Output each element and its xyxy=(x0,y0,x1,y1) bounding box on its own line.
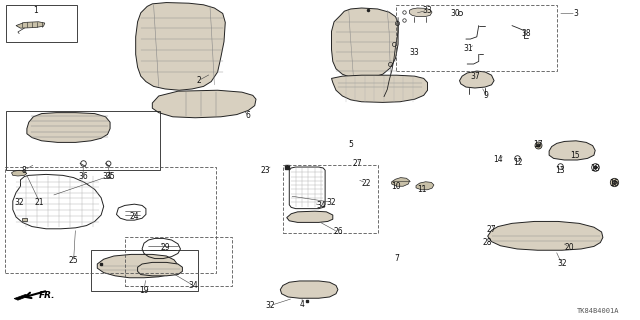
Text: 34: 34 xyxy=(188,281,198,290)
Text: 26: 26 xyxy=(333,228,343,236)
Polygon shape xyxy=(136,3,225,90)
Text: 33: 33 xyxy=(422,6,433,15)
Text: 2: 2 xyxy=(196,76,201,85)
Polygon shape xyxy=(97,254,178,278)
Text: 16: 16 xyxy=(609,179,620,188)
Polygon shape xyxy=(416,182,434,190)
Text: 32: 32 xyxy=(265,301,275,310)
Text: 13: 13 xyxy=(555,166,565,175)
Text: 28: 28 xyxy=(483,238,492,247)
Text: 20: 20 xyxy=(564,243,575,252)
Text: 18: 18 xyxy=(591,164,600,172)
Polygon shape xyxy=(287,211,333,222)
Text: 29: 29 xyxy=(160,243,170,252)
Text: 27: 27 xyxy=(352,159,362,168)
Bar xyxy=(6,5,77,42)
Text: 5: 5 xyxy=(348,140,353,149)
Text: 14: 14 xyxy=(493,155,503,164)
Bar xyxy=(125,237,232,286)
Polygon shape xyxy=(392,178,410,186)
Text: 37: 37 xyxy=(470,72,480,81)
Bar xyxy=(6,111,160,170)
Polygon shape xyxy=(460,71,494,88)
Text: 6: 6 xyxy=(246,111,251,120)
Text: 12: 12 xyxy=(514,158,523,167)
Text: 32: 32 xyxy=(14,198,24,207)
Text: 38: 38 xyxy=(521,29,531,38)
Text: 4: 4 xyxy=(300,300,305,309)
Polygon shape xyxy=(280,281,338,298)
Text: 19: 19 xyxy=(139,286,149,295)
Polygon shape xyxy=(14,294,29,300)
Text: TK84B4001A: TK84B4001A xyxy=(577,308,620,314)
Polygon shape xyxy=(152,90,256,118)
Polygon shape xyxy=(332,75,428,102)
Polygon shape xyxy=(488,221,603,250)
Polygon shape xyxy=(549,141,595,160)
Text: 1: 1 xyxy=(33,6,38,15)
Text: 32: 32 xyxy=(557,260,567,268)
Text: FR.: FR. xyxy=(38,291,55,300)
Text: 11: 11 xyxy=(418,185,427,194)
Text: 25: 25 xyxy=(68,256,79,265)
Polygon shape xyxy=(138,262,182,276)
Text: 27: 27 xyxy=(486,225,497,234)
Bar xyxy=(91,250,198,291)
Bar xyxy=(396,5,557,71)
Text: 34: 34 xyxy=(102,172,113,181)
Text: 8: 8 xyxy=(22,166,27,175)
Text: 22: 22 xyxy=(362,179,371,188)
Text: 31: 31 xyxy=(463,44,474,53)
Polygon shape xyxy=(27,113,110,142)
Bar xyxy=(5,167,216,273)
Text: 17: 17 xyxy=(532,140,543,149)
Polygon shape xyxy=(16,22,45,28)
Bar xyxy=(283,165,378,233)
Text: 30: 30 xyxy=(451,9,461,18)
Polygon shape xyxy=(410,8,432,17)
Text: 33: 33 xyxy=(410,48,420,57)
Text: 9: 9 xyxy=(484,91,489,100)
Text: 32: 32 xyxy=(326,198,337,207)
Text: 24: 24 xyxy=(129,212,140,221)
Text: 23: 23 xyxy=(260,166,271,175)
Polygon shape xyxy=(22,218,27,221)
Text: 3: 3 xyxy=(573,9,579,18)
Text: 36: 36 xyxy=(78,172,88,181)
Text: 7: 7 xyxy=(394,254,399,263)
Text: 21: 21 xyxy=(35,198,44,207)
Text: 34: 34 xyxy=(316,201,326,210)
Text: 10: 10 xyxy=(390,182,401,191)
Polygon shape xyxy=(332,8,398,78)
Text: 15: 15 xyxy=(570,151,580,160)
Polygon shape xyxy=(12,170,27,176)
Text: 35: 35 xyxy=(105,172,115,181)
